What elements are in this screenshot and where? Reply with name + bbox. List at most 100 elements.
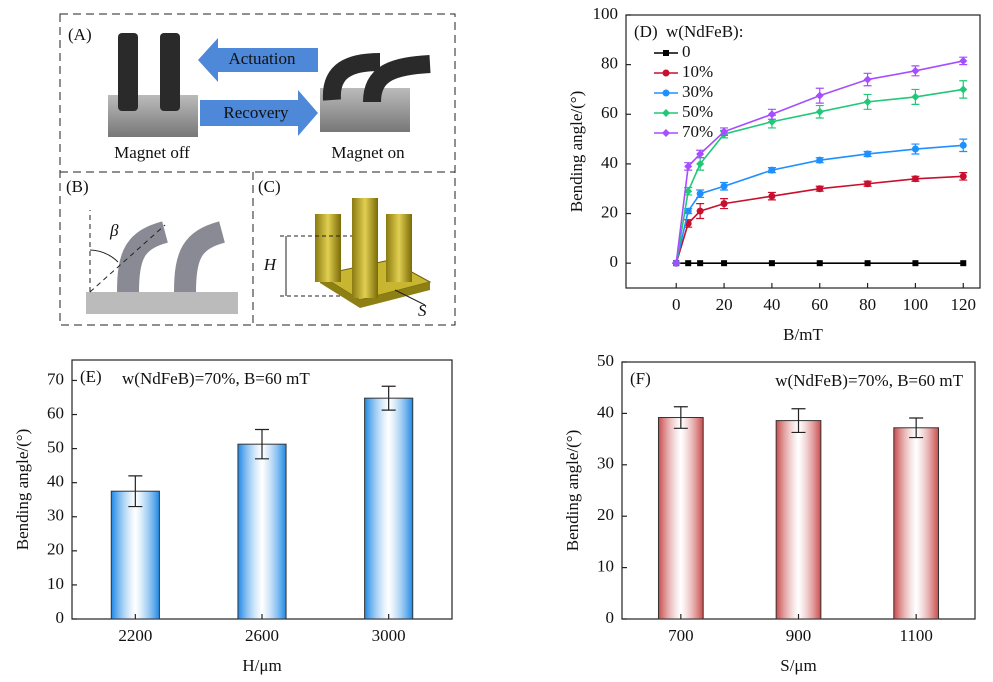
- legend-title: w(NdFeB):: [666, 22, 743, 41]
- x-tick-label: 80: [859, 295, 876, 314]
- annotation: w(NdFeB)=70%, B=60 mT: [775, 371, 963, 390]
- legend-label: 50%: [682, 102, 713, 121]
- pillar: [118, 33, 138, 111]
- diagram-panel: (A) Actuation Recovery Magnet off Magnet…: [60, 14, 455, 325]
- y-tick-label: 40: [597, 402, 614, 421]
- annotation: w(NdFeB)=70%, B=60 mT: [122, 369, 310, 388]
- marker: [960, 142, 967, 149]
- y-tick-label: 20: [601, 202, 618, 221]
- marker: [817, 260, 823, 266]
- marker: [768, 167, 775, 174]
- marker: [912, 146, 919, 153]
- y-axis-label: Bending angle/(°): [13, 429, 32, 551]
- panel-label: (F): [630, 369, 651, 388]
- marker: [911, 67, 919, 75]
- marker: [721, 183, 728, 190]
- legend-label: 70%: [682, 122, 713, 141]
- panel-label: (E): [80, 367, 102, 386]
- y-tick-label: 70: [47, 369, 64, 388]
- legend-label: 10%: [682, 62, 713, 81]
- legend-label: 0: [682, 42, 691, 61]
- bent-pillar: [185, 232, 222, 292]
- x-tick-label: 2200: [118, 626, 152, 645]
- x-axis-label: H/μm: [242, 656, 281, 675]
- pillar: [160, 33, 180, 111]
- x-tick-label: 3000: [372, 626, 406, 645]
- pillar: [352, 232, 378, 298]
- panel-label: (B): [66, 177, 89, 196]
- y-tick-label: 50: [47, 438, 64, 457]
- marker: [959, 57, 967, 65]
- y-tick-label: 40: [601, 153, 618, 172]
- marker: [816, 157, 823, 164]
- panel-label: (D): [634, 22, 658, 41]
- marker: [768, 110, 776, 118]
- x-axis-label: B/mT: [783, 325, 823, 344]
- x-tick-label: 700: [668, 626, 694, 645]
- marker: [721, 260, 727, 266]
- y-axis-label: Bending angle/(°): [563, 430, 582, 552]
- x-axis-label: S/μm: [780, 656, 817, 675]
- bar: [238, 444, 286, 619]
- marker: [663, 90, 670, 97]
- marker: [960, 173, 967, 180]
- bar: [111, 491, 159, 619]
- marker: [663, 70, 670, 77]
- marker: [864, 150, 871, 157]
- marker: [685, 260, 691, 266]
- marker: [816, 185, 823, 192]
- marker: [864, 98, 872, 106]
- legend-label: 30%: [682, 82, 713, 101]
- y-tick-label: 30: [47, 506, 64, 525]
- y-tick-label: 0: [610, 252, 619, 271]
- marker: [816, 108, 824, 116]
- arrow-label: Recovery: [223, 103, 289, 122]
- y-tick-label: 80: [601, 54, 618, 73]
- x-tick-label: 2600: [245, 626, 279, 645]
- panel-label: (C): [258, 177, 281, 196]
- marker: [864, 76, 872, 84]
- x-tick-label: 40: [763, 295, 780, 314]
- bar: [365, 398, 413, 619]
- marker: [662, 129, 670, 137]
- marker: [959, 85, 967, 93]
- bar: [894, 428, 939, 619]
- dimension-label: H: [263, 255, 278, 274]
- marker: [960, 260, 966, 266]
- caption: Magnet on: [331, 143, 405, 162]
- y-tick-label: 20: [597, 505, 614, 524]
- y-tick-label: 50: [597, 351, 614, 370]
- marker: [912, 175, 919, 182]
- y-axis-label: Bending angle/(°): [567, 91, 586, 213]
- marker: [662, 109, 670, 117]
- marker: [911, 93, 919, 101]
- arrow-label: Actuation: [228, 49, 296, 68]
- page: (A) Actuation Recovery Magnet off Magnet…: [0, 0, 993, 682]
- y-tick-label: 0: [56, 608, 65, 627]
- dimension-label: S: [418, 301, 427, 320]
- x-tick-label: 100: [903, 295, 929, 314]
- marker: [697, 190, 704, 197]
- y-tick-label: 0: [606, 608, 615, 627]
- marker: [768, 193, 775, 200]
- bar: [776, 421, 821, 619]
- marker: [697, 208, 704, 215]
- x-tick-label: 900: [786, 626, 812, 645]
- marker: [697, 260, 703, 266]
- figure: (A) Actuation Recovery Magnet off Magnet…: [0, 0, 993, 682]
- marker: [864, 180, 871, 187]
- pillar: [386, 214, 412, 282]
- marker: [816, 92, 824, 100]
- x-tick-label: 120: [951, 295, 977, 314]
- y-tick-label: 60: [601, 103, 618, 122]
- y-tick-label: 20: [47, 540, 64, 559]
- y-tick-label: 30: [597, 454, 614, 473]
- panel-label: (A): [68, 25, 92, 44]
- y-tick-label: 10: [597, 557, 614, 576]
- x-tick-label: 20: [716, 295, 733, 314]
- angle-label: β: [109, 221, 119, 240]
- marker: [769, 260, 775, 266]
- y-tick-label: 60: [47, 403, 64, 422]
- substrate: [86, 292, 238, 314]
- marker: [721, 200, 728, 207]
